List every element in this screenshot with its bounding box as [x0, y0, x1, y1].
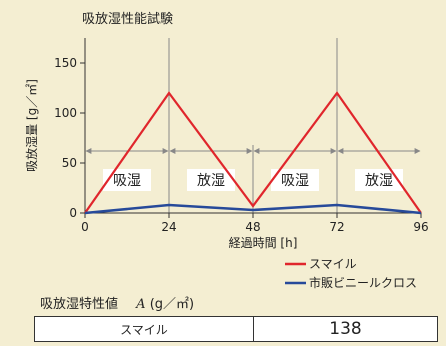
property-symbol: A [136, 297, 146, 312]
legend-label-0: スマイル [309, 257, 357, 271]
y-axis-label: 吸放湿量 [g／㎡] [24, 79, 39, 172]
x-tick-label-48: 48 [245, 220, 260, 234]
property-unit: (g／㎡) [149, 297, 195, 312]
x-tick-label-24: 24 [161, 220, 176, 234]
phase-label-bg-1 [187, 169, 235, 191]
phase-label-bg-3 [355, 169, 403, 191]
x-tick-label-0: 0 [81, 220, 89, 234]
phase-label-bg-2 [271, 169, 319, 191]
legend-label-1: 市販ビニールクロス [309, 275, 417, 290]
chart-title: 吸放湿性能試験 [82, 12, 174, 27]
y-tick-label-150: 150 [54, 56, 77, 70]
x-tick-label-72: 72 [329, 220, 344, 234]
result-table: スマイル 138 [34, 316, 438, 342]
phase-label-0: 吸湿 [113, 173, 141, 189]
y-tick-label-50: 50 [62, 156, 77, 170]
chart-area: 0 50 100 150 0 24 48 72 96 経過時間 [h] 吸放湿量 [g／㎡] 吸湿 放湿… [24, 38, 429, 290]
phase-label-2: 吸湿 [281, 173, 309, 189]
x-tick-label-96: 96 [413, 220, 428, 234]
phase-label-1: 放湿 [197, 173, 225, 189]
x-axis-label: 経過時間 [h] [229, 236, 298, 250]
property-label: 吸放湿特性値 A (g／㎡) [40, 293, 194, 312]
y-tick-label-100: 100 [54, 106, 77, 120]
series-line-0 [84, 91, 422, 214]
phase-label-bg-0 [103, 169, 151, 191]
result-value: 138 [329, 319, 362, 339]
y-tick-label-0: 0 [69, 206, 77, 220]
series-line-1 [84, 203, 422, 215]
phase-label-3: 放湿 [365, 173, 393, 189]
result-name: スマイル [35, 317, 254, 341]
property-label-text: 吸放湿特性値 [40, 297, 119, 312]
